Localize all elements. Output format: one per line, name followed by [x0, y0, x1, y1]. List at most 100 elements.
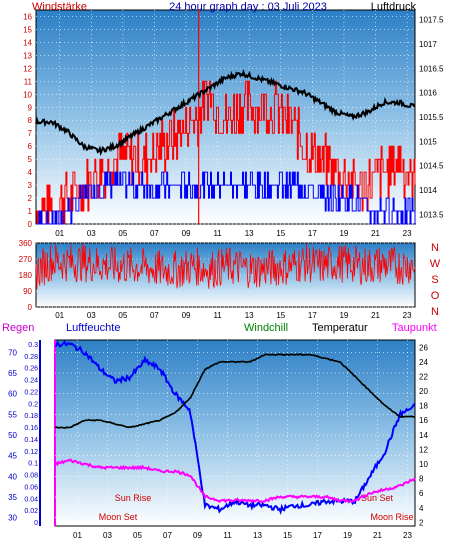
panel3-humidity-tick-label: 40 [8, 472, 17, 481]
panel2-x-ticks: 01 03 05 07 09 11 13 15 17 19 21 23 [55, 311, 412, 320]
panel2-left-tick-label: 360 [19, 239, 33, 248]
panel3-humidity-tick-label: 55 [8, 410, 17, 419]
panel1-left-tick-label: 5 [28, 155, 33, 164]
panel3-x-tick-label: 05 [133, 531, 142, 540]
panel3-rain-tick-label: 0.1 [28, 461, 38, 468]
panel3-rain-ticks: 0 0.02 0.04 0.06 0.08 0.1 0.12 0.14 0.16 0.18 0.2 0… [24, 340, 41, 527]
label-windchill: Windchill [244, 322, 288, 334]
panel2-x-tick-label: 19 [339, 311, 348, 320]
panel1-right-axis-label: Luftdruck [371, 1, 417, 13]
annotation-moon-set: Moon Set [99, 512, 138, 522]
panel1-left-tick-label: 1 [28, 207, 33, 216]
panel3-humidity-tick-label: 50 [8, 431, 17, 440]
panel3-humidity-tick-label: 30 [8, 514, 17, 523]
panel2-x-tick-label: 09 [182, 311, 191, 320]
panel3-temperature-tick-label: 12 [419, 445, 428, 454]
panel2-compass-label: W [430, 258, 441, 270]
panel3-temperature-tick-label: 18 [419, 402, 428, 411]
panel3-rain-tick-label: 0.2 [28, 401, 38, 408]
panel1-x-tick-label: 19 [339, 229, 348, 238]
panel1-left-axis-label: Windstärke [32, 1, 87, 13]
panel1-left-tick-label: 16 [23, 12, 32, 21]
panel3-temperature-tick-label: 10 [419, 460, 428, 469]
panel1-x-tick-label: 05 [118, 229, 127, 238]
panel3-humidity-tick-label: 45 [8, 452, 17, 461]
panel1-left-tick-label: 14 [23, 38, 32, 47]
series-luftdruck [35, 69, 416, 157]
label-temperatur: Temperatur [312, 322, 368, 334]
annotation-sun-rise: Sun Rise [115, 493, 152, 503]
panel1-x-tick-label: 09 [182, 229, 191, 238]
panel2-compass-label: O [431, 290, 440, 302]
panel3-grid [55, 340, 415, 526]
panel3-temperature-tick-label: 16 [419, 416, 428, 425]
panel2-x-tick-label: 07 [150, 311, 159, 320]
panel1-left-tick-label: 11 [24, 77, 33, 86]
panel2-x-tick-label: 23 [403, 311, 412, 320]
panel1-right-tick-label: 1015.5 [419, 113, 444, 122]
panel3-x-tick-label: 11 [223, 531, 232, 540]
panel2-x-tick-label: 17 [308, 311, 317, 320]
panel3-x-tick-label: 07 [163, 531, 172, 540]
panel3-plot-area [54, 339, 416, 527]
panel2-x-tick-label: 03 [87, 311, 96, 320]
panel1-x-tick-label: 15 [276, 229, 285, 238]
panel1-x-tick-label: 13 [245, 229, 254, 238]
panel3-rain-tick-label: 0.28 [24, 354, 38, 361]
panel3-x-tick-label: 21 [373, 531, 382, 540]
panel1-right-ticks: 1013.5 1014 1014.5 1015 1015.5 1016 1016.5 1017… [419, 16, 444, 220]
panel1-left-tick-label: 3 [28, 181, 33, 190]
panel3-rain-tick-label: 0.22 [24, 389, 38, 396]
annotation-moon-rise: Moon Rise [370, 512, 413, 522]
series-windstaerke-mean [36, 171, 416, 225]
panel2-x-tick-label: 21 [371, 311, 380, 320]
panel1-left-tick-label: 2 [28, 194, 33, 203]
panel3-rain-tick-label: 0.18 [24, 413, 38, 420]
panel1-series [35, 10, 416, 225]
panel3-rain-tick-label: 0.26 [24, 366, 38, 373]
panel3-humidity-ticks: 30 35 40 45 50 55 60 65 70 [8, 348, 17, 522]
panel2-left-tick-label: 0 [28, 303, 33, 312]
panel2-compass-label: N [431, 306, 439, 318]
panel2-left-tick-label: 270 [19, 255, 33, 264]
panel2-left-ticks: 0 90 180 270 360 [19, 239, 33, 312]
panel3-temperature-tick-label: 6 [419, 489, 424, 498]
panel3-humidity-tick-label: 35 [8, 493, 17, 502]
panel3-temperature-tick-label: 24 [419, 358, 428, 367]
panel1-right-tick-label: 1017.5 [419, 16, 444, 25]
panel3-temperature-tick-label: 22 [419, 372, 428, 381]
panel1-x-tick-label: 23 [403, 229, 412, 238]
panel2-plot-area [35, 242, 416, 308]
panel3-rain-tick-label: 0.06 [24, 484, 38, 491]
panel1-left-tick-label: 6 [28, 142, 33, 151]
panel2-left-tick-label: 180 [19, 271, 33, 280]
panel1-x-tick-label: 07 [150, 229, 159, 238]
panel1-left-tick-label: 13 [23, 51, 32, 60]
panel2-series [35, 243, 416, 290]
panel1-right-tick-label: 1016 [419, 89, 437, 98]
panel3-rain-tick-label: 0.02 [24, 508, 38, 515]
panel3-rain-tick-label: 0.24 [24, 378, 38, 385]
panel3-rain-tick-label: 0.16 [24, 425, 38, 432]
panel1-left-tick-label: 15 [23, 25, 32, 34]
panel1-left-tick-label: 9 [28, 103, 33, 112]
panel1-left-tick-label: 7 [28, 129, 33, 138]
panel3-rain-tick-label: 0.12 [24, 449, 38, 456]
panel2-left-tick-label: 90 [23, 287, 32, 296]
panel-wind-pressure: Windstärke 24 hour graph day : 03 Juli 2… [23, 1, 444, 238]
panel3-x-ticks: 01 03 05 07 09 11 13 15 17 19 21 23 [73, 531, 412, 540]
panel3-temperature-tick-label: 8 [419, 475, 424, 484]
series-temperatur [54, 353, 416, 429]
panel3-x-tick-label: 17 [313, 531, 322, 540]
panel1-x-ticks: 01 03 05 07 09 11 13 15 17 19 21 23 [55, 229, 412, 238]
panel1-title: 24 hour graph day : 03 Juli 2023 [169, 1, 327, 13]
panel3-humidity-tick-label: 60 [8, 390, 17, 399]
panel1-left-tick-label: 8 [28, 116, 33, 125]
panel3-x-tick-label: 19 [343, 531, 352, 540]
panel1-x-tick-label: 17 [308, 229, 317, 238]
panel3-humidity-tick-label: 65 [8, 369, 17, 378]
panel1-left-tick-label: 10 [23, 90, 32, 99]
panel1-left-tick-label: 4 [28, 168, 33, 177]
